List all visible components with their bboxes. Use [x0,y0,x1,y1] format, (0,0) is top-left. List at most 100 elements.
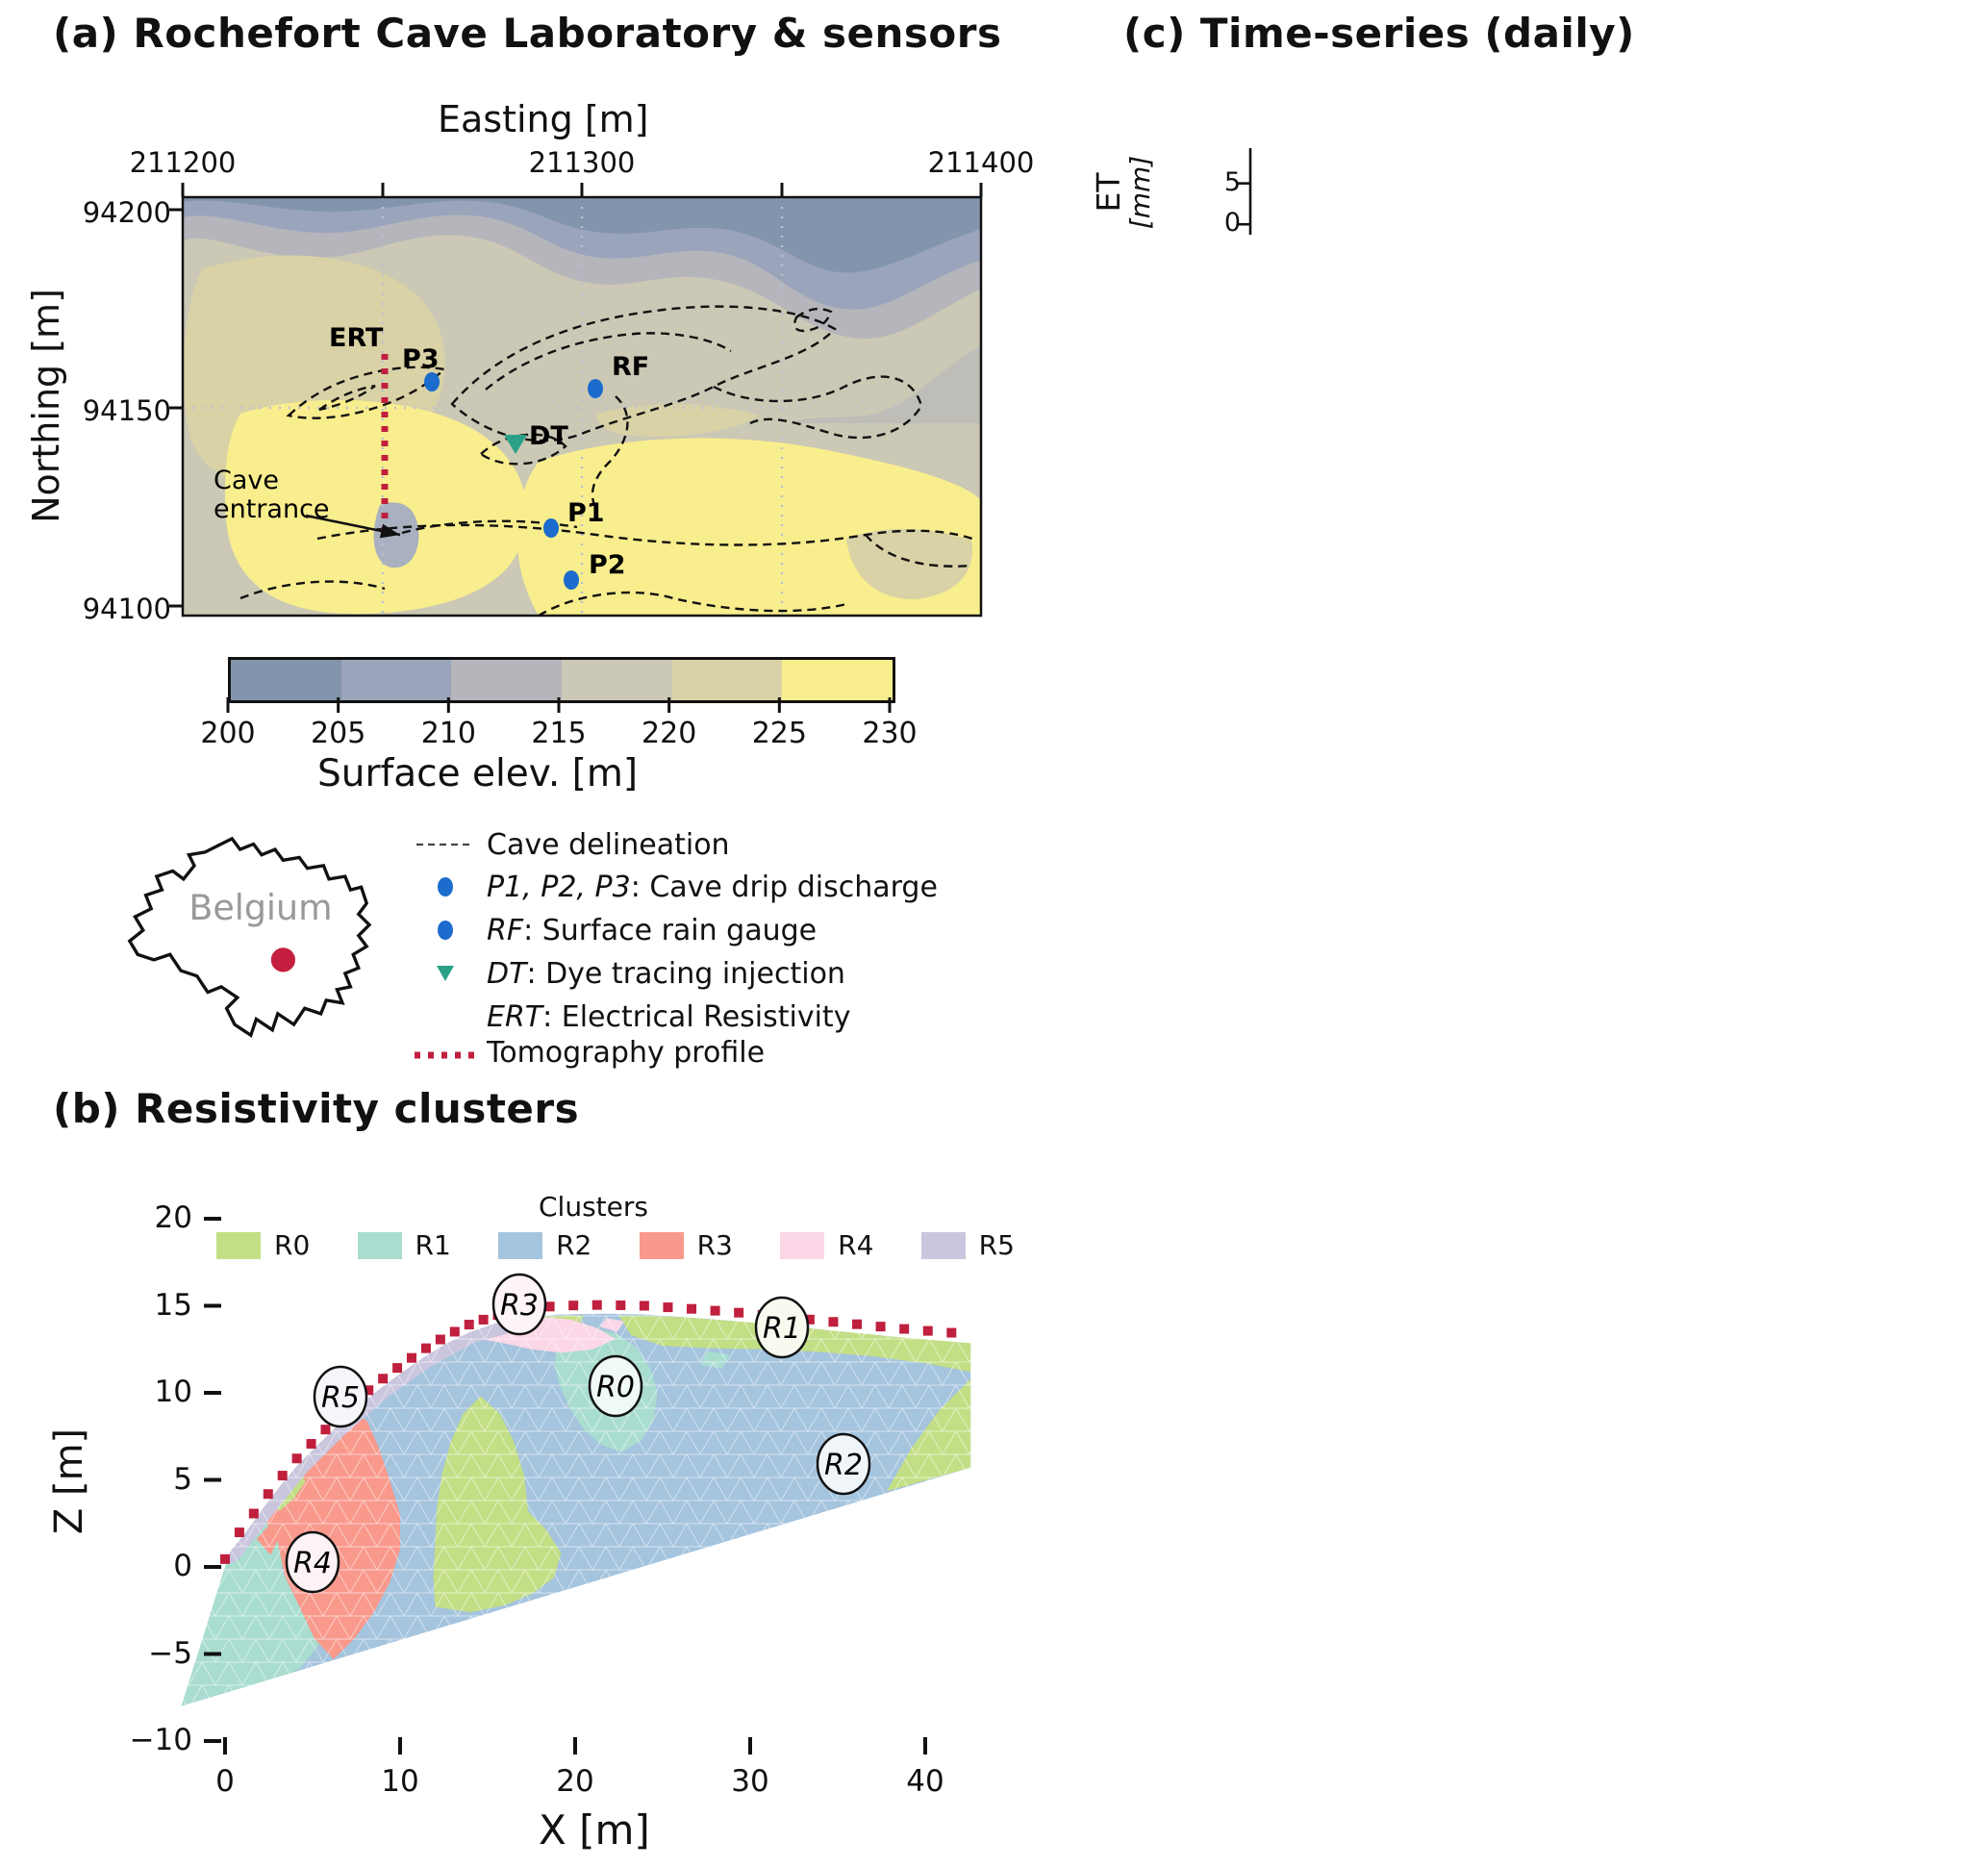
cave-entrance-line2: entrance [214,494,330,524]
triangle-down-icon [412,954,479,993]
dt-label: DT [529,421,568,451]
ts-name-label: ET [1089,172,1127,213]
easting-axis-label: Easting [m] [438,98,649,140]
rf-marker-icon [588,379,603,398]
cluster-legend-item-R2: R2 [498,1229,591,1261]
cluster-region-labels: R3 R1 R5 R0 R2 R4 [285,1273,871,1594]
cluster-swatch-label: R5 [978,1229,1015,1261]
easting-tick-211200: 211200 [129,146,237,179]
p1-label: P1 [567,498,605,528]
dot-icon [412,868,479,906]
x-tick-30: 30 [731,1764,769,1799]
clusters-legend: R0 R1 R2 R3 R4 R5 [216,1229,1015,1261]
map-gridlines [183,197,981,616]
ts-ytick-ET-5: 5 [1223,166,1241,197]
colorbar-tick-205: 205 [311,717,366,750]
ts-unit-label: [mm] [1123,155,1156,230]
ts-row-ET: ET [mm] 0 5 [1058,135,1988,287]
colorbar-ticks [226,697,892,713]
colorbar-segment-2 [451,660,563,700]
colorbar-tick-200: 200 [200,717,256,750]
rochefort-site-dot [270,947,295,972]
elevation-raster [183,197,981,616]
sensor-labels: P3 RF DT P1 P2 ERT [329,323,649,580]
legend-item-3: DT: Dye tracing injection [412,954,1008,997]
z-tick-−5: −5 [148,1635,192,1671]
p3-marker-icon [424,372,440,391]
legend-item-0-text: Cave delineation [487,828,730,862]
cluster-legend-item-R4: R4 [780,1229,873,1261]
legend-spacer [412,1033,479,1072]
ert-electrodes [220,1300,957,1564]
x-tick-0: 0 [215,1764,235,1799]
x-axis-label: X [m] [539,1806,650,1854]
cluster-legend-item-R3: R3 [639,1229,733,1261]
x-tick-10: 10 [381,1764,419,1799]
region-label-r2: R2 [824,1449,863,1482]
ts-ylabel-ET: ET [mm] [1089,155,1156,230]
z-tick-20: 20 [154,1200,192,1235]
region-label-r4: R4 [293,1547,332,1580]
belgium-outline [127,836,372,1038]
z-tick-5: 5 [173,1461,192,1497]
rf-label: RF [612,352,649,382]
elevation-colorbar [228,657,895,703]
dt-marker-icon [504,435,527,454]
cave-entrance-line1: Cave [214,466,279,495]
colorbar-tick-210: 210 [420,717,476,750]
cluster-swatch-label: R0 [274,1229,311,1261]
easting-tick-211300: 211300 [528,146,636,179]
p1-marker-icon [543,518,559,538]
legend-item-0: Cave delineation [412,825,1008,868]
ert-label: ERT [329,323,384,353]
region-label-r1: R1 [763,1312,801,1346]
ts-ytick-ET-0: 0 [1223,208,1241,239]
easting-tick-211400: 211400 [927,146,1035,179]
dotted-line-icon [412,1036,479,1074]
legend-item-2-text: RF: Surface rain gauge [487,914,818,947]
colorbar-tick-220: 220 [642,717,697,750]
legend-item-5-text: Tomography profile [487,1036,766,1070]
p3-label: P3 [402,344,440,374]
legend-item-4-text: ERT: Electrical Resistivity [487,1000,851,1034]
clusters-legend-title: Clusters [539,1191,648,1223]
legend-item-3-text: DT: Dye tracing injection [487,957,845,991]
map-axis-ticks [169,183,983,608]
legend-item-2: RF: Surface rain gauge [412,911,1008,953]
cave-delineation-outlines [239,305,978,616]
cluster-swatch-R3 [639,1231,684,1259]
dashed-line-icon [412,825,479,864]
cluster-swatch-label: R3 [696,1229,733,1261]
dot-icon [412,911,479,949]
cluster-swatch-R0 [216,1231,261,1259]
cluster-swatch-R4 [780,1231,825,1259]
z-tick-10: 10 [154,1375,192,1409]
colorbar-tick-230: 230 [862,717,918,750]
p2-marker-icon [564,570,579,590]
cluster-swatch-R2 [498,1231,543,1259]
colorbar-segment-4 [671,660,783,700]
site-map: P3 RF DT P1 P2 ERT Cave entrance [169,183,983,618]
legend-item-5: Tomography profile [412,1033,1008,1075]
region-label-r5: R5 [321,1381,360,1415]
cluster-swatch-label: R2 [556,1229,592,1261]
fe-mesh-overlay [181,1313,971,1706]
z-tick-−10: −10 [129,1723,192,1757]
sensor-markers [424,372,603,590]
belgium-inset-map: Belgium [127,836,372,1038]
cluster-swatch-R5 [920,1231,966,1259]
colorbar-tick-225: 225 [751,717,807,750]
cave-entrance-arrow [305,514,401,539]
ts-plot-ET [1238,148,1252,235]
colorbar-segment-3 [562,660,672,700]
region-label-r3: R3 [500,1289,539,1323]
resistivity-cross-section: R3 R1 R5 R0 R2 R4 [181,1217,971,1754]
panel-a-title: (a) Rochefort Cave Laboratory & sensors [53,10,1002,57]
northing-tick-94100: 94100 [82,593,171,625]
cluster-legend-item-R5: R5 [920,1229,1015,1261]
z-tick-0: 0 [173,1549,192,1583]
cluster-swatch-label: R4 [838,1229,874,1261]
legend-item-1-text: P1, P2, P3: Cave drip discharge [487,871,938,904]
belgium-label: Belgium [189,887,332,928]
northing-tick-94150: 94150 [82,394,171,427]
